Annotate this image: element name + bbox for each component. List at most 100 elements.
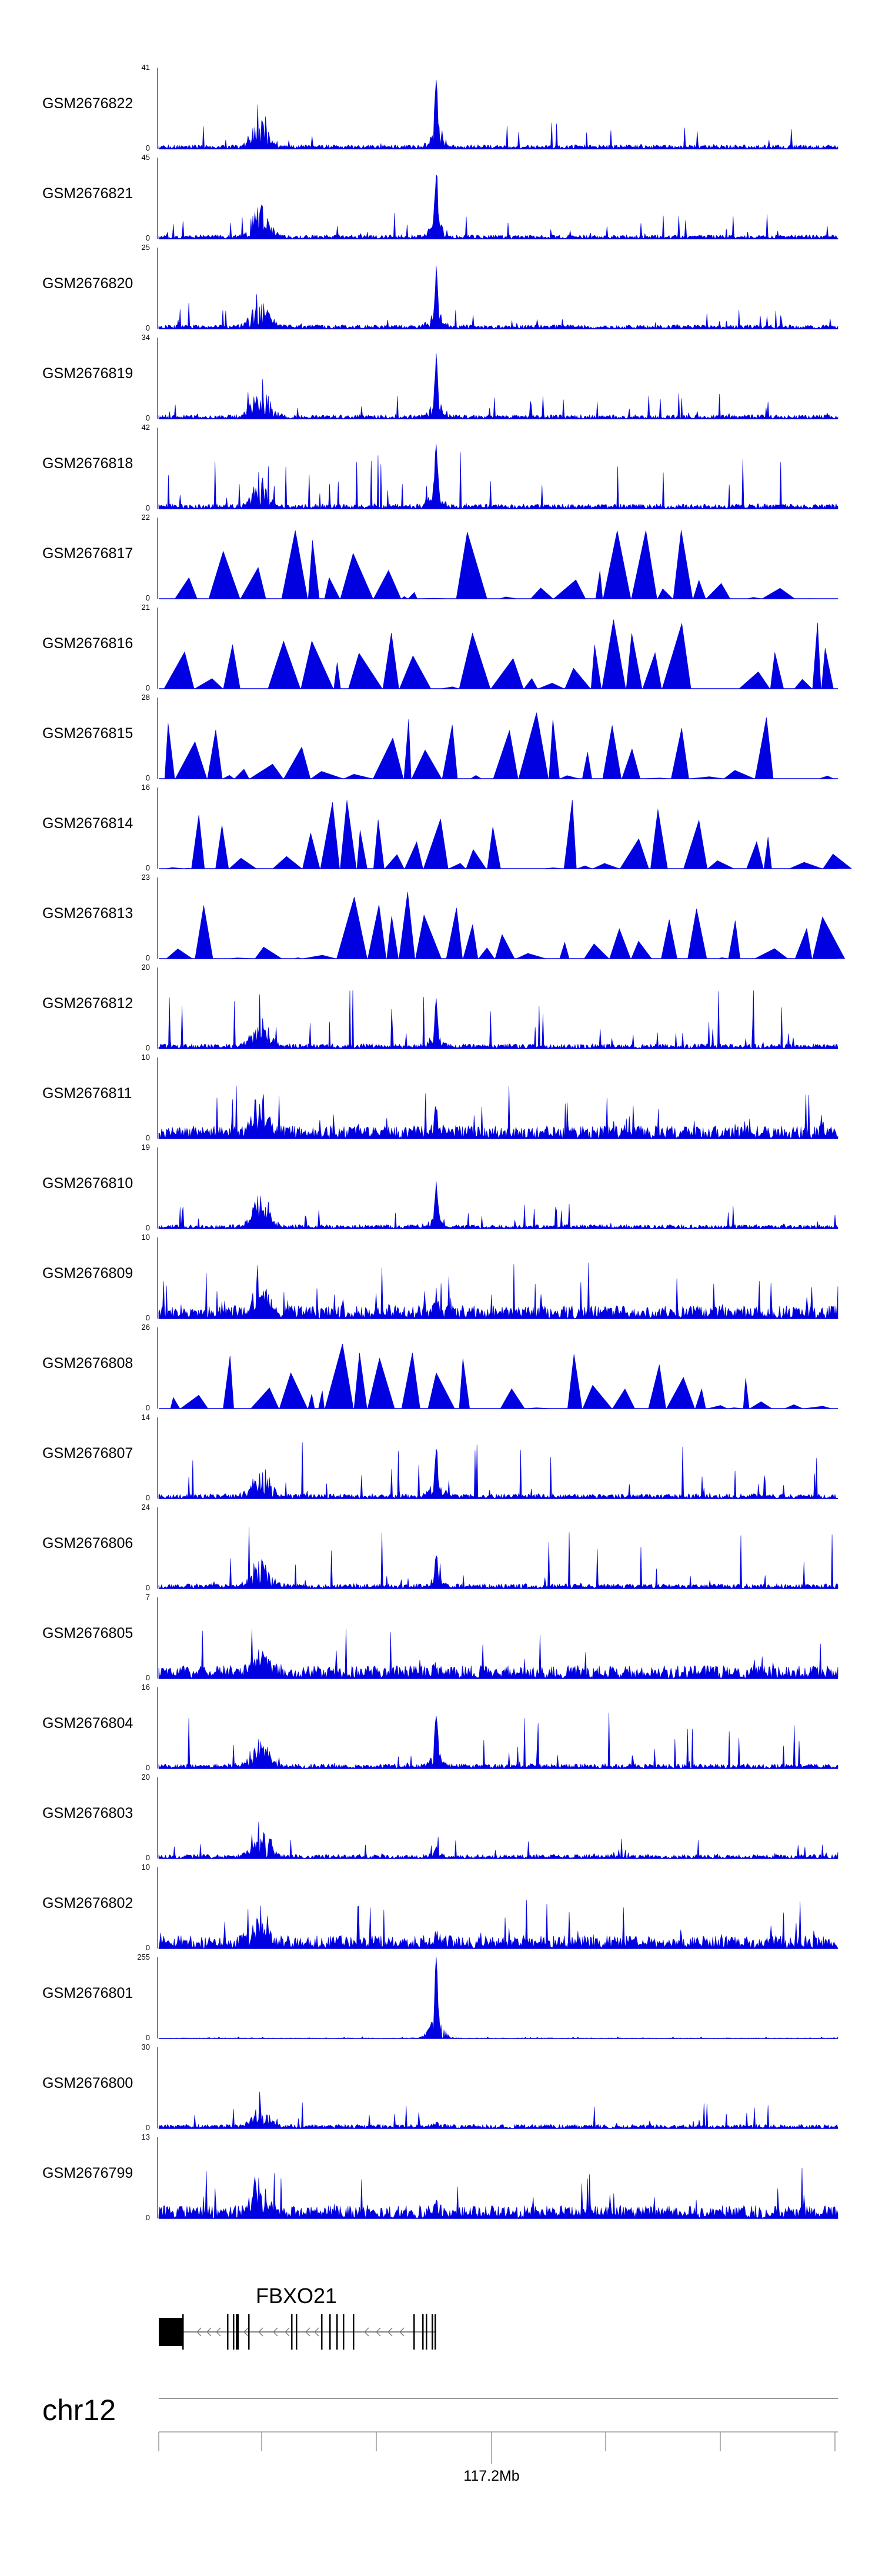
track-label: GSM2676821 [42,185,133,202]
track-ymin-label: 0 [146,1493,150,1502]
track-ymax-label: 45 [142,153,150,162]
track-GSM2676812: GSM2676812 20 0 [42,963,838,1052]
gene-exon [248,2314,250,2350]
gene-strand-arrow [305,2327,310,2337]
track-GSM2676822: GSM2676822 41 0 [42,63,838,152]
track-ymin-label: 0 [146,1403,150,1412]
track-signal-area [158,2168,838,2220]
track-ymax-label: 16 [142,1683,150,1691]
track-GSM2676807: GSM2676807 14 0 [42,1413,838,1502]
track-label: GSM2676802 [42,1895,133,1911]
gene-exon [432,2314,433,2350]
track-signal-area [158,990,838,1050]
track-GSM2676813: GSM2676813 23 0 [42,873,846,962]
gene-strand-arrow [285,2327,290,2337]
gene-exon [329,2314,331,2350]
track-label: GSM2676806 [42,1535,133,1551]
track-ymin-label: 0 [146,1223,150,1232]
track-signal-area [159,892,846,959]
track-ymin-label: 0 [146,773,150,782]
track-ymin-label: 0 [146,953,150,962]
track-signal-area [158,1527,838,1589]
track-ymax-label: 16 [142,783,150,792]
gene-exon [413,2314,415,2350]
track-signal-area [158,174,838,240]
track-GSM2676820: GSM2676820 25 0 [42,243,838,332]
axis-ticks [158,2431,838,2464]
track-ymin-label: 0 [146,863,150,872]
track-GSM2676805: GSM2676805 7 0 [42,1593,838,1682]
track-signal-area [159,530,838,599]
gene-exon [422,2314,424,2350]
chromosome-label: chr12 [42,2394,116,2427]
track-label: GSM2676799 [42,2165,133,2181]
gene-strand-arrow [206,2327,212,2337]
track-label: GSM2676818 [42,455,133,472]
track-ymax-label: 41 [142,63,150,72]
gene-exon [336,2314,338,2350]
track-ymin-label: 0 [146,1943,150,1952]
gene-exon [296,2314,298,2350]
track-ymin-label: 0 [146,2213,150,2222]
track-GSM2676801: GSM2676801 255 0 [42,1953,838,2042]
track-ymin-label: 0 [146,233,150,242]
track-label: GSM2676822 [42,95,133,112]
track-label: GSM2676804 [42,1715,133,1731]
track-label: GSM2676809 [42,1265,133,1282]
track-GSM2676815: GSM2676815 28 0 [42,693,838,782]
track-label: GSM2676814 [42,815,133,832]
track-label: GSM2676815 [42,725,133,742]
gene-exon [353,2314,355,2350]
gene-strand-arrow [196,2327,202,2337]
track-ymax-label: 23 [142,873,150,882]
gene-exon [321,2314,323,2350]
track-ymax-label: 21 [142,603,150,612]
track-ymax-label: 14 [142,1413,150,1422]
track-GSM2676811: GSM2676811 10 0 [42,1053,838,1142]
track-signal-area [158,1262,838,1319]
track-GSM2676821: GSM2676821 45 0 [42,153,838,242]
track-signal-area [158,80,838,150]
gene-strand-arrow [387,2327,393,2337]
track-ymax-label: 10 [142,1053,150,1062]
coordinate-label: 117.2Mb [463,2468,519,2484]
gene-strand-arrow [273,2327,278,2337]
track-GSM2676802: GSM2676802 10 0 [42,1863,838,1952]
track-GSM2676819: GSM2676819 34 0 [42,333,838,422]
track-GSM2676808: GSM2676808 26 0 [42,1323,838,1412]
track-signal-area [158,444,838,509]
track-ymin-label: 0 [146,2123,150,2132]
track-ymin-label: 0 [146,1763,150,1772]
track-signal-area [158,2091,838,2129]
track-signal-area [158,1181,838,1229]
track-ymin-label: 0 [146,1043,150,1052]
track-ymax-label: 255 [137,1953,150,1961]
track-ymax-label: 10 [142,1863,150,1871]
track-ymin-label: 0 [146,503,150,512]
track-ymax-label: 20 [142,1773,150,1781]
track-GSM2676799: GSM2676799 13 0 [42,2133,838,2222]
signal-tracks: GSM2676822410GSM2676821450GSM2676820250G… [42,63,853,2222]
gene-exon [233,2314,235,2350]
track-signal-area [158,1713,838,1770]
gene-strand-arrow [243,2327,249,2337]
track-label: GSM2676803 [42,1805,133,1821]
track-signal-area [159,1343,838,1409]
gene-strand-arrow [399,2327,405,2337]
gene-strand-arrow [216,2327,221,2337]
track-ymin-label: 0 [146,1313,150,1322]
track-label: GSM2676810 [42,1175,133,1192]
track-ymin-label: 0 [146,1133,150,1142]
track-GSM2676809: GSM2676809 10 0 [42,1233,838,1322]
track-ymax-label: 20 [142,963,150,972]
track-GSM2676816: GSM2676816 21 0 [42,603,838,692]
track-signal-area [158,266,838,329]
gene-exon [426,2314,427,2350]
track-signal-area [158,353,838,420]
gene-exon [291,2314,293,2350]
track-GSM2676804: GSM2676804 16 0 [42,1683,838,1772]
track-ymin-label: 0 [146,144,150,152]
track-ymin-label: 0 [146,1853,150,1862]
gene-exon [227,2314,229,2350]
track-ymin-label: 0 [146,1583,150,1592]
